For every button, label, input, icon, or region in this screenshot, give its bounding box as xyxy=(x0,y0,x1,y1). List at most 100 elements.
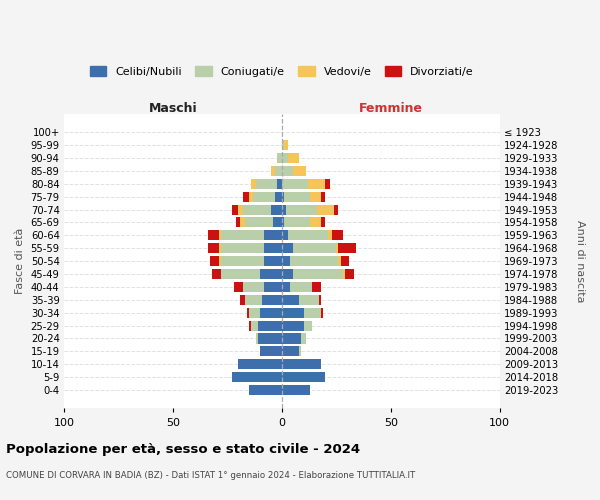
Bar xyxy=(251,178,256,189)
Bar xyxy=(282,269,293,279)
Bar xyxy=(242,192,249,202)
Bar xyxy=(312,282,321,292)
Bar xyxy=(282,334,301,344)
Bar xyxy=(341,256,349,266)
Bar xyxy=(304,308,321,318)
Bar xyxy=(277,178,282,189)
Y-axis label: Anni di nascita: Anni di nascita xyxy=(575,220,585,302)
Bar xyxy=(319,295,321,305)
Bar xyxy=(332,230,343,240)
Bar xyxy=(265,243,282,253)
Bar xyxy=(232,204,238,214)
Bar xyxy=(325,178,329,189)
Bar xyxy=(234,282,242,292)
Bar xyxy=(310,192,321,202)
Bar xyxy=(238,204,242,214)
Bar xyxy=(282,178,308,189)
Bar xyxy=(242,204,271,214)
Bar xyxy=(284,192,310,202)
Bar xyxy=(241,295,245,305)
Bar xyxy=(221,256,265,266)
Bar xyxy=(293,166,306,176)
Bar xyxy=(242,282,265,292)
Bar xyxy=(317,204,334,214)
Bar xyxy=(210,256,218,266)
Legend: Celibi/Nubili, Coniugati/e, Vedovi/e, Divorziati/e: Celibi/Nubili, Coniugati/e, Vedovi/e, Di… xyxy=(89,66,474,77)
Bar xyxy=(273,218,282,228)
Bar xyxy=(338,256,341,266)
Text: COMUNE DI CORVARA IN BADIA (BZ) - Dati ISTAT 1° gennaio 2024 - Elaborazione TUTT: COMUNE DI CORVARA IN BADIA (BZ) - Dati I… xyxy=(6,470,415,480)
Bar xyxy=(334,204,338,214)
Bar xyxy=(260,346,282,356)
Bar xyxy=(282,192,284,202)
Bar xyxy=(271,204,282,214)
Bar xyxy=(338,243,356,253)
Bar xyxy=(282,359,321,370)
Bar xyxy=(208,243,218,253)
Bar xyxy=(277,153,282,163)
Bar xyxy=(275,166,282,176)
Bar xyxy=(260,308,282,318)
Bar xyxy=(251,320,258,330)
Bar xyxy=(282,372,325,382)
Y-axis label: Fasce di età: Fasce di età xyxy=(15,228,25,294)
Bar xyxy=(221,230,265,240)
Bar xyxy=(284,140,288,150)
Bar xyxy=(218,256,221,266)
Bar xyxy=(265,256,282,266)
Bar xyxy=(241,218,245,228)
Bar xyxy=(299,346,301,356)
Bar xyxy=(284,218,310,228)
Bar xyxy=(282,320,304,330)
Bar xyxy=(221,243,265,253)
Bar xyxy=(221,269,260,279)
Bar xyxy=(218,230,221,240)
Bar xyxy=(218,243,221,253)
Bar xyxy=(282,218,284,228)
Bar xyxy=(336,243,338,253)
Bar xyxy=(282,166,293,176)
Bar xyxy=(282,140,284,150)
Bar xyxy=(262,295,282,305)
Bar xyxy=(282,153,288,163)
Bar xyxy=(208,230,218,240)
Bar xyxy=(249,385,282,395)
Bar xyxy=(260,269,282,279)
Bar xyxy=(304,320,312,330)
Bar xyxy=(282,385,310,395)
Bar xyxy=(265,282,282,292)
Bar xyxy=(258,320,282,330)
Bar xyxy=(212,269,221,279)
Bar xyxy=(282,230,288,240)
Bar xyxy=(245,295,262,305)
Bar xyxy=(282,295,299,305)
Bar xyxy=(265,230,282,240)
Bar xyxy=(293,269,343,279)
Bar xyxy=(321,308,323,318)
Bar xyxy=(282,256,290,266)
Bar xyxy=(275,192,282,202)
Bar xyxy=(290,282,312,292)
Bar xyxy=(282,243,293,253)
Bar xyxy=(321,192,325,202)
Bar xyxy=(308,178,325,189)
Bar xyxy=(236,218,241,228)
Bar xyxy=(328,230,332,240)
Bar xyxy=(249,320,251,330)
Bar xyxy=(282,346,299,356)
Bar xyxy=(232,372,282,382)
Bar xyxy=(301,334,306,344)
Bar xyxy=(271,166,275,176)
Bar xyxy=(288,153,299,163)
Bar xyxy=(249,308,260,318)
Bar xyxy=(299,295,319,305)
Bar xyxy=(343,269,345,279)
Text: Femmine: Femmine xyxy=(359,102,423,116)
Bar xyxy=(293,243,336,253)
Text: Maschi: Maschi xyxy=(148,102,197,116)
Bar xyxy=(247,308,249,318)
Bar xyxy=(258,334,282,344)
Bar xyxy=(249,192,253,202)
Bar xyxy=(282,308,304,318)
Bar xyxy=(286,204,317,214)
